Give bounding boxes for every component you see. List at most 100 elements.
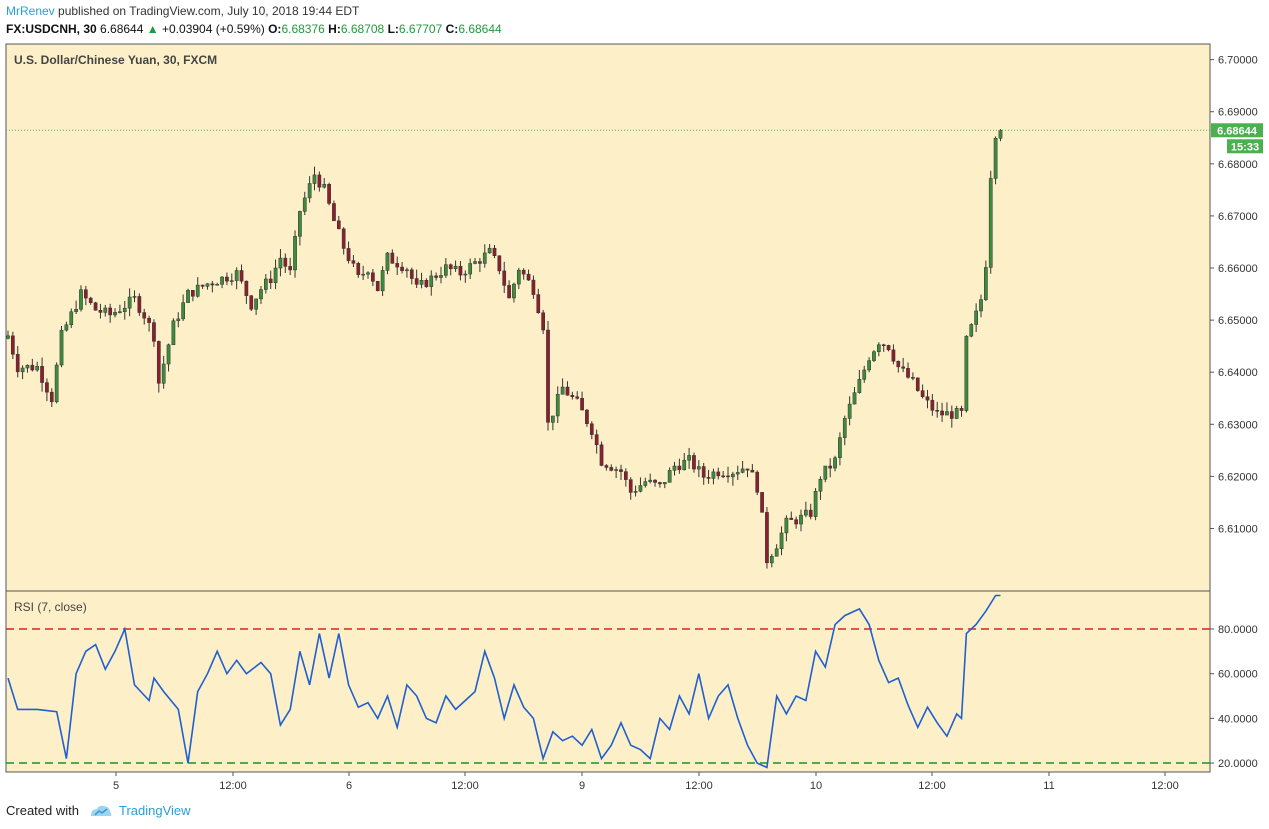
candle-body <box>30 364 35 371</box>
candle <box>755 470 760 496</box>
candle <box>249 295 254 312</box>
candle <box>74 300 78 315</box>
candle-body <box>906 368 910 378</box>
candle <box>405 267 409 278</box>
candle <box>911 372 915 381</box>
rsi-pane[interactable] <box>5 590 1211 773</box>
candle-body <box>769 556 774 564</box>
candle <box>794 516 798 529</box>
candle <box>555 386 560 423</box>
candle <box>35 361 40 372</box>
candle-body <box>380 270 385 292</box>
candle-body <box>570 394 575 398</box>
candle-body <box>838 437 842 459</box>
time-axis-tick-label: 5 <box>113 780 119 792</box>
candle-body <box>108 307 113 316</box>
price-pane[interactable] <box>5 43 1211 592</box>
time-axis-tick-label: 10 <box>810 780 822 792</box>
candle <box>244 280 249 304</box>
time-axis-tick-label: 11 <box>1043 780 1054 792</box>
candle-body <box>332 203 336 222</box>
candle <box>113 308 117 318</box>
candle-body <box>458 265 463 276</box>
candle <box>336 215 341 230</box>
price-axis-tick-label: 6.68000 <box>1218 159 1258 171</box>
candle <box>390 249 395 264</box>
candle <box>901 357 906 373</box>
candle-body <box>930 399 935 411</box>
candle <box>662 482 667 489</box>
candle <box>628 477 633 500</box>
candle-body <box>682 459 687 471</box>
candle-body <box>799 514 803 525</box>
candle <box>30 358 35 372</box>
candle <box>735 465 740 481</box>
candle-body <box>79 289 83 310</box>
candle <box>11 331 15 360</box>
candle <box>969 323 974 338</box>
candle <box>400 262 404 274</box>
candle-body <box>594 434 599 446</box>
candle-body <box>521 269 526 275</box>
candle-body <box>166 344 171 365</box>
candle <box>653 479 657 487</box>
time-axis[interactable]: 5 12:00 6 12:00 9 12:00 10 12:00 11 12:00 <box>113 772 1179 792</box>
candle <box>585 408 589 427</box>
price-axis-tick-label: 6.62000 <box>1218 471 1258 483</box>
candle <box>409 267 414 285</box>
candle-body <box>813 490 818 517</box>
candle-body <box>638 485 643 492</box>
candle <box>482 244 487 268</box>
author-link[interactable]: MrRenev <box>6 4 55 18</box>
candle <box>891 344 896 365</box>
candle <box>896 360 901 373</box>
candle <box>103 304 108 317</box>
candle-body <box>774 548 779 557</box>
tradingview-brand-link[interactable]: TradingView <box>118 803 191 818</box>
candle <box>215 282 220 286</box>
candle-body <box>49 391 54 403</box>
candle-body <box>448 264 453 270</box>
candle <box>283 253 288 273</box>
price-axis[interactable]: 6.70000 6.69000 6.68000 6.67000 6.66000 6.650… <box>1210 55 1258 536</box>
candle-body <box>405 269 409 272</box>
candle-body <box>40 366 44 383</box>
candle <box>852 387 857 405</box>
price-axis-tick-label: 6.63000 <box>1218 419 1258 431</box>
candle <box>701 462 706 485</box>
candle <box>375 281 380 292</box>
candle-body <box>25 364 30 369</box>
candle <box>210 280 215 293</box>
price-axis-tick-label: 6.61000 <box>1218 523 1258 535</box>
candle <box>813 488 818 521</box>
last-price-tag-bg <box>1211 123 1263 138</box>
candle <box>458 260 463 281</box>
candle-body <box>302 197 307 212</box>
publish-info: MrRenev published on TradingView.com, Ju… <box>6 4 359 18</box>
candle <box>823 465 828 483</box>
candle <box>740 461 745 474</box>
candle <box>356 261 361 278</box>
candle-body <box>20 367 25 373</box>
candle <box>385 252 390 275</box>
candle-body <box>789 517 794 520</box>
candle-body <box>643 481 648 486</box>
candle <box>268 270 273 289</box>
candle <box>920 384 925 399</box>
candle <box>765 507 769 569</box>
candle <box>779 526 784 556</box>
candle <box>419 272 424 289</box>
candle-body <box>512 283 516 299</box>
candle <box>302 191 307 216</box>
price-axis-tick-label: 6.70000 <box>1218 55 1258 67</box>
candle-body <box>964 335 969 411</box>
candle <box>88 296 93 305</box>
candle-body <box>526 273 531 281</box>
candle-body <box>993 138 998 179</box>
candle <box>137 293 142 316</box>
candle-body <box>658 482 662 485</box>
candle-body <box>385 252 390 271</box>
candle-body <box>779 532 784 550</box>
candle-body <box>940 410 944 416</box>
